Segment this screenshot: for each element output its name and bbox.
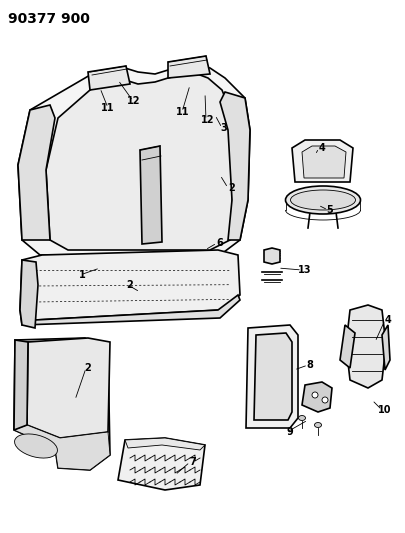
Polygon shape [18,105,55,240]
Text: 12: 12 [201,115,215,125]
Polygon shape [27,338,110,438]
Polygon shape [18,64,250,255]
Text: 2: 2 [127,280,133,290]
Polygon shape [302,382,332,412]
Text: 11: 11 [176,107,190,117]
Polygon shape [340,325,355,368]
Text: 90377 900: 90377 900 [8,12,90,26]
Polygon shape [20,260,38,328]
Polygon shape [20,295,240,325]
Ellipse shape [286,186,360,214]
Text: 6: 6 [217,238,224,248]
Text: 12: 12 [127,96,141,106]
Polygon shape [302,146,346,178]
Text: 8: 8 [307,360,313,370]
Polygon shape [14,340,28,430]
Text: 10: 10 [378,405,392,415]
Polygon shape [14,425,110,470]
Ellipse shape [290,190,356,210]
Ellipse shape [315,423,322,427]
Text: 5: 5 [326,205,333,215]
Text: 3: 3 [221,123,227,133]
Polygon shape [346,305,386,388]
Ellipse shape [312,392,318,398]
Text: 4: 4 [385,315,391,325]
Polygon shape [125,438,205,450]
Text: 11: 11 [101,103,115,113]
Polygon shape [140,146,162,244]
Polygon shape [118,438,205,490]
Polygon shape [14,338,110,470]
Polygon shape [88,66,130,90]
Text: 13: 13 [298,265,312,275]
Text: 9: 9 [287,427,293,437]
Polygon shape [382,325,390,370]
Polygon shape [220,92,250,240]
Polygon shape [20,250,240,320]
Polygon shape [46,72,234,250]
Polygon shape [292,140,353,182]
Ellipse shape [15,434,58,458]
Text: 2: 2 [229,183,235,193]
Polygon shape [246,325,298,428]
Text: 7: 7 [190,457,196,467]
Polygon shape [168,56,210,78]
Text: 4: 4 [319,143,325,153]
Text: 1: 1 [79,270,85,280]
Text: 2: 2 [85,363,92,373]
Polygon shape [264,248,280,264]
Ellipse shape [298,416,305,421]
Polygon shape [254,333,292,420]
Ellipse shape [322,397,328,403]
